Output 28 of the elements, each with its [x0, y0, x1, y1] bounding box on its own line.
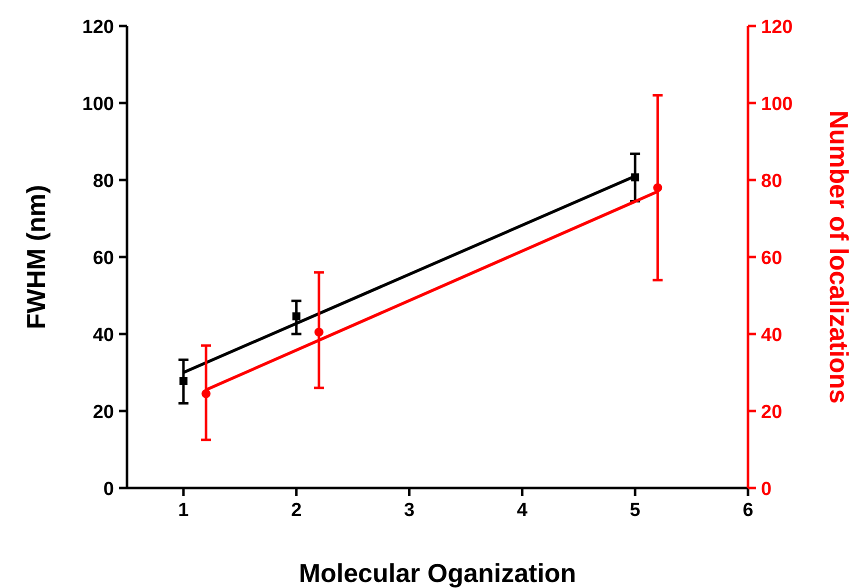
- x-tick-label: 5: [630, 500, 641, 521]
- y-tick-label: 60: [92, 248, 114, 269]
- x-tick-label: 4: [516, 500, 528, 521]
- y-tick-label: 0: [103, 479, 114, 500]
- y-tick-label: 20: [92, 402, 114, 423]
- y2-tick-label: 60: [761, 248, 782, 269]
- y-tick-label: 120: [82, 17, 114, 38]
- y2-tick-label: 100: [761, 94, 793, 115]
- y2-tick-label: 80: [761, 171, 782, 192]
- x-tick-label: 6: [742, 500, 754, 521]
- point: [202, 389, 211, 398]
- y2-tick-label: 0: [761, 479, 772, 500]
- y2-tick-label: 40: [761, 325, 782, 346]
- y2-tick-label: 120: [761, 17, 793, 38]
- x-tick-label: 1: [178, 500, 190, 521]
- x-tick-label: 3: [404, 500, 415, 521]
- y-tick-label: 40: [92, 325, 114, 346]
- y2-tick-label: 20: [761, 402, 782, 423]
- point: [314, 328, 324, 337]
- x-axis-title: Molecular Oganization: [298, 558, 576, 588]
- point: [179, 376, 188, 385]
- y-tick-label: 100: [82, 94, 114, 115]
- y-axis-title: FWHM (nm): [21, 184, 51, 330]
- point: [292, 312, 300, 320]
- y-tick-label: 80: [92, 171, 114, 192]
- y2-axis-title: Number of localizations: [824, 110, 854, 404]
- point: [653, 183, 662, 192]
- x-tick-label: 2: [291, 500, 302, 521]
